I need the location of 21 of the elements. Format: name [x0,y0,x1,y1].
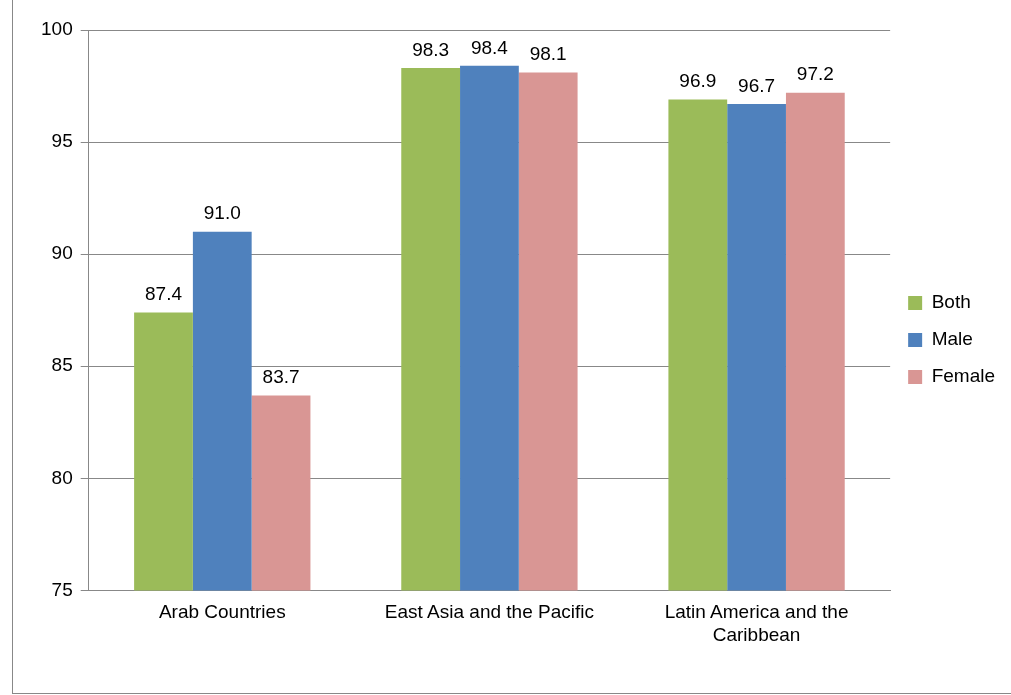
data-label: 96.7 [738,74,776,96]
y-tick-label: 80 [51,466,73,488]
x-tick-label: Latin America and the Caribbean [664,601,849,645]
data-label: 87.4 [145,283,183,305]
data-label: 98.3 [412,38,450,60]
data-label: 97.2 [796,63,834,85]
y-tick-label: 100 [41,18,73,40]
data-label: 98.4 [470,36,509,58]
y-tick-label: 95 [51,130,73,152]
x-tick-label: Arab Countries [158,601,286,623]
y-tick-label: 90 [51,242,73,264]
y-tick-label: 75 [51,578,73,600]
x-tick-label: East Asia and the Pacific [384,601,594,623]
y-tick-label: 85 [51,354,73,376]
data-label: 83.7 [262,366,300,388]
data-label: 98.1 [529,43,567,65]
data-label: 91.0 [203,202,241,224]
data-label: 96.9 [679,70,717,92]
legend-label: Female [931,365,995,387]
legend-label: Both [931,291,971,313]
legend-label: Male [931,328,973,350]
